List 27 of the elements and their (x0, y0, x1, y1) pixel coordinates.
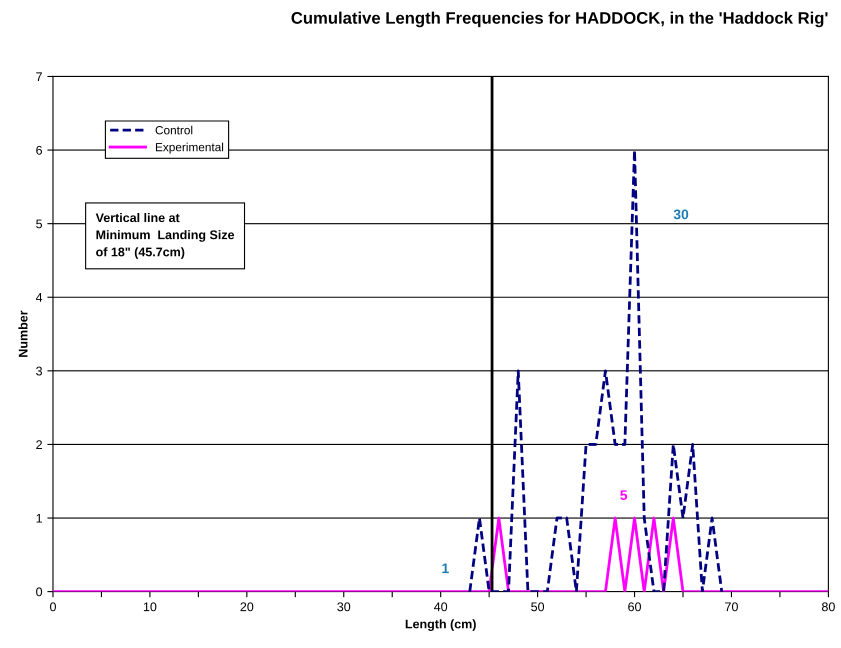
line-series (468, 148, 724, 592)
y-tick-label: 4 (36, 293, 42, 302)
x-tick-label: 10 (144, 602, 156, 612)
y-tick-label: 5 (36, 220, 42, 228)
y-tick-label: 2 (36, 440, 42, 449)
x-tick-label: 40 (434, 602, 448, 612)
y-tick-label: 6 (36, 146, 42, 155)
annotation: 30 (674, 209, 688, 220)
y-tick-label: 3 (36, 366, 42, 376)
x-axis-title: Length (cm) (406, 619, 476, 631)
x-tick-label: 30 (337, 602, 350, 612)
x-tick-label: 20 (240, 602, 254, 612)
y-axis-title: Number (18, 310, 28, 357)
x-tick-label: 70 (725, 602, 738, 612)
x-tick-label: 0 (50, 602, 56, 612)
legend-label: Experimental (156, 142, 224, 154)
x-tick-label: 80 (822, 602, 835, 612)
annotation: Vertical line at Minimum Landing Size of 18" (45.7cm) (96, 212, 234, 259)
x-tick-label: 60 (628, 602, 641, 612)
chart-title: Cumulative Length Frequencies for HADDOCK, in the 'Haddock Rig' (291, 12, 828, 28)
legend-label: Control (156, 126, 192, 134)
x-tick-label: 50 (531, 602, 544, 612)
annotation: 5 (620, 490, 628, 500)
y-tick-label: 7 (36, 72, 42, 81)
y-tick-label: 1 (36, 514, 42, 523)
annotation: 1 (442, 564, 449, 574)
y-tick-label: 0 (36, 587, 42, 596)
